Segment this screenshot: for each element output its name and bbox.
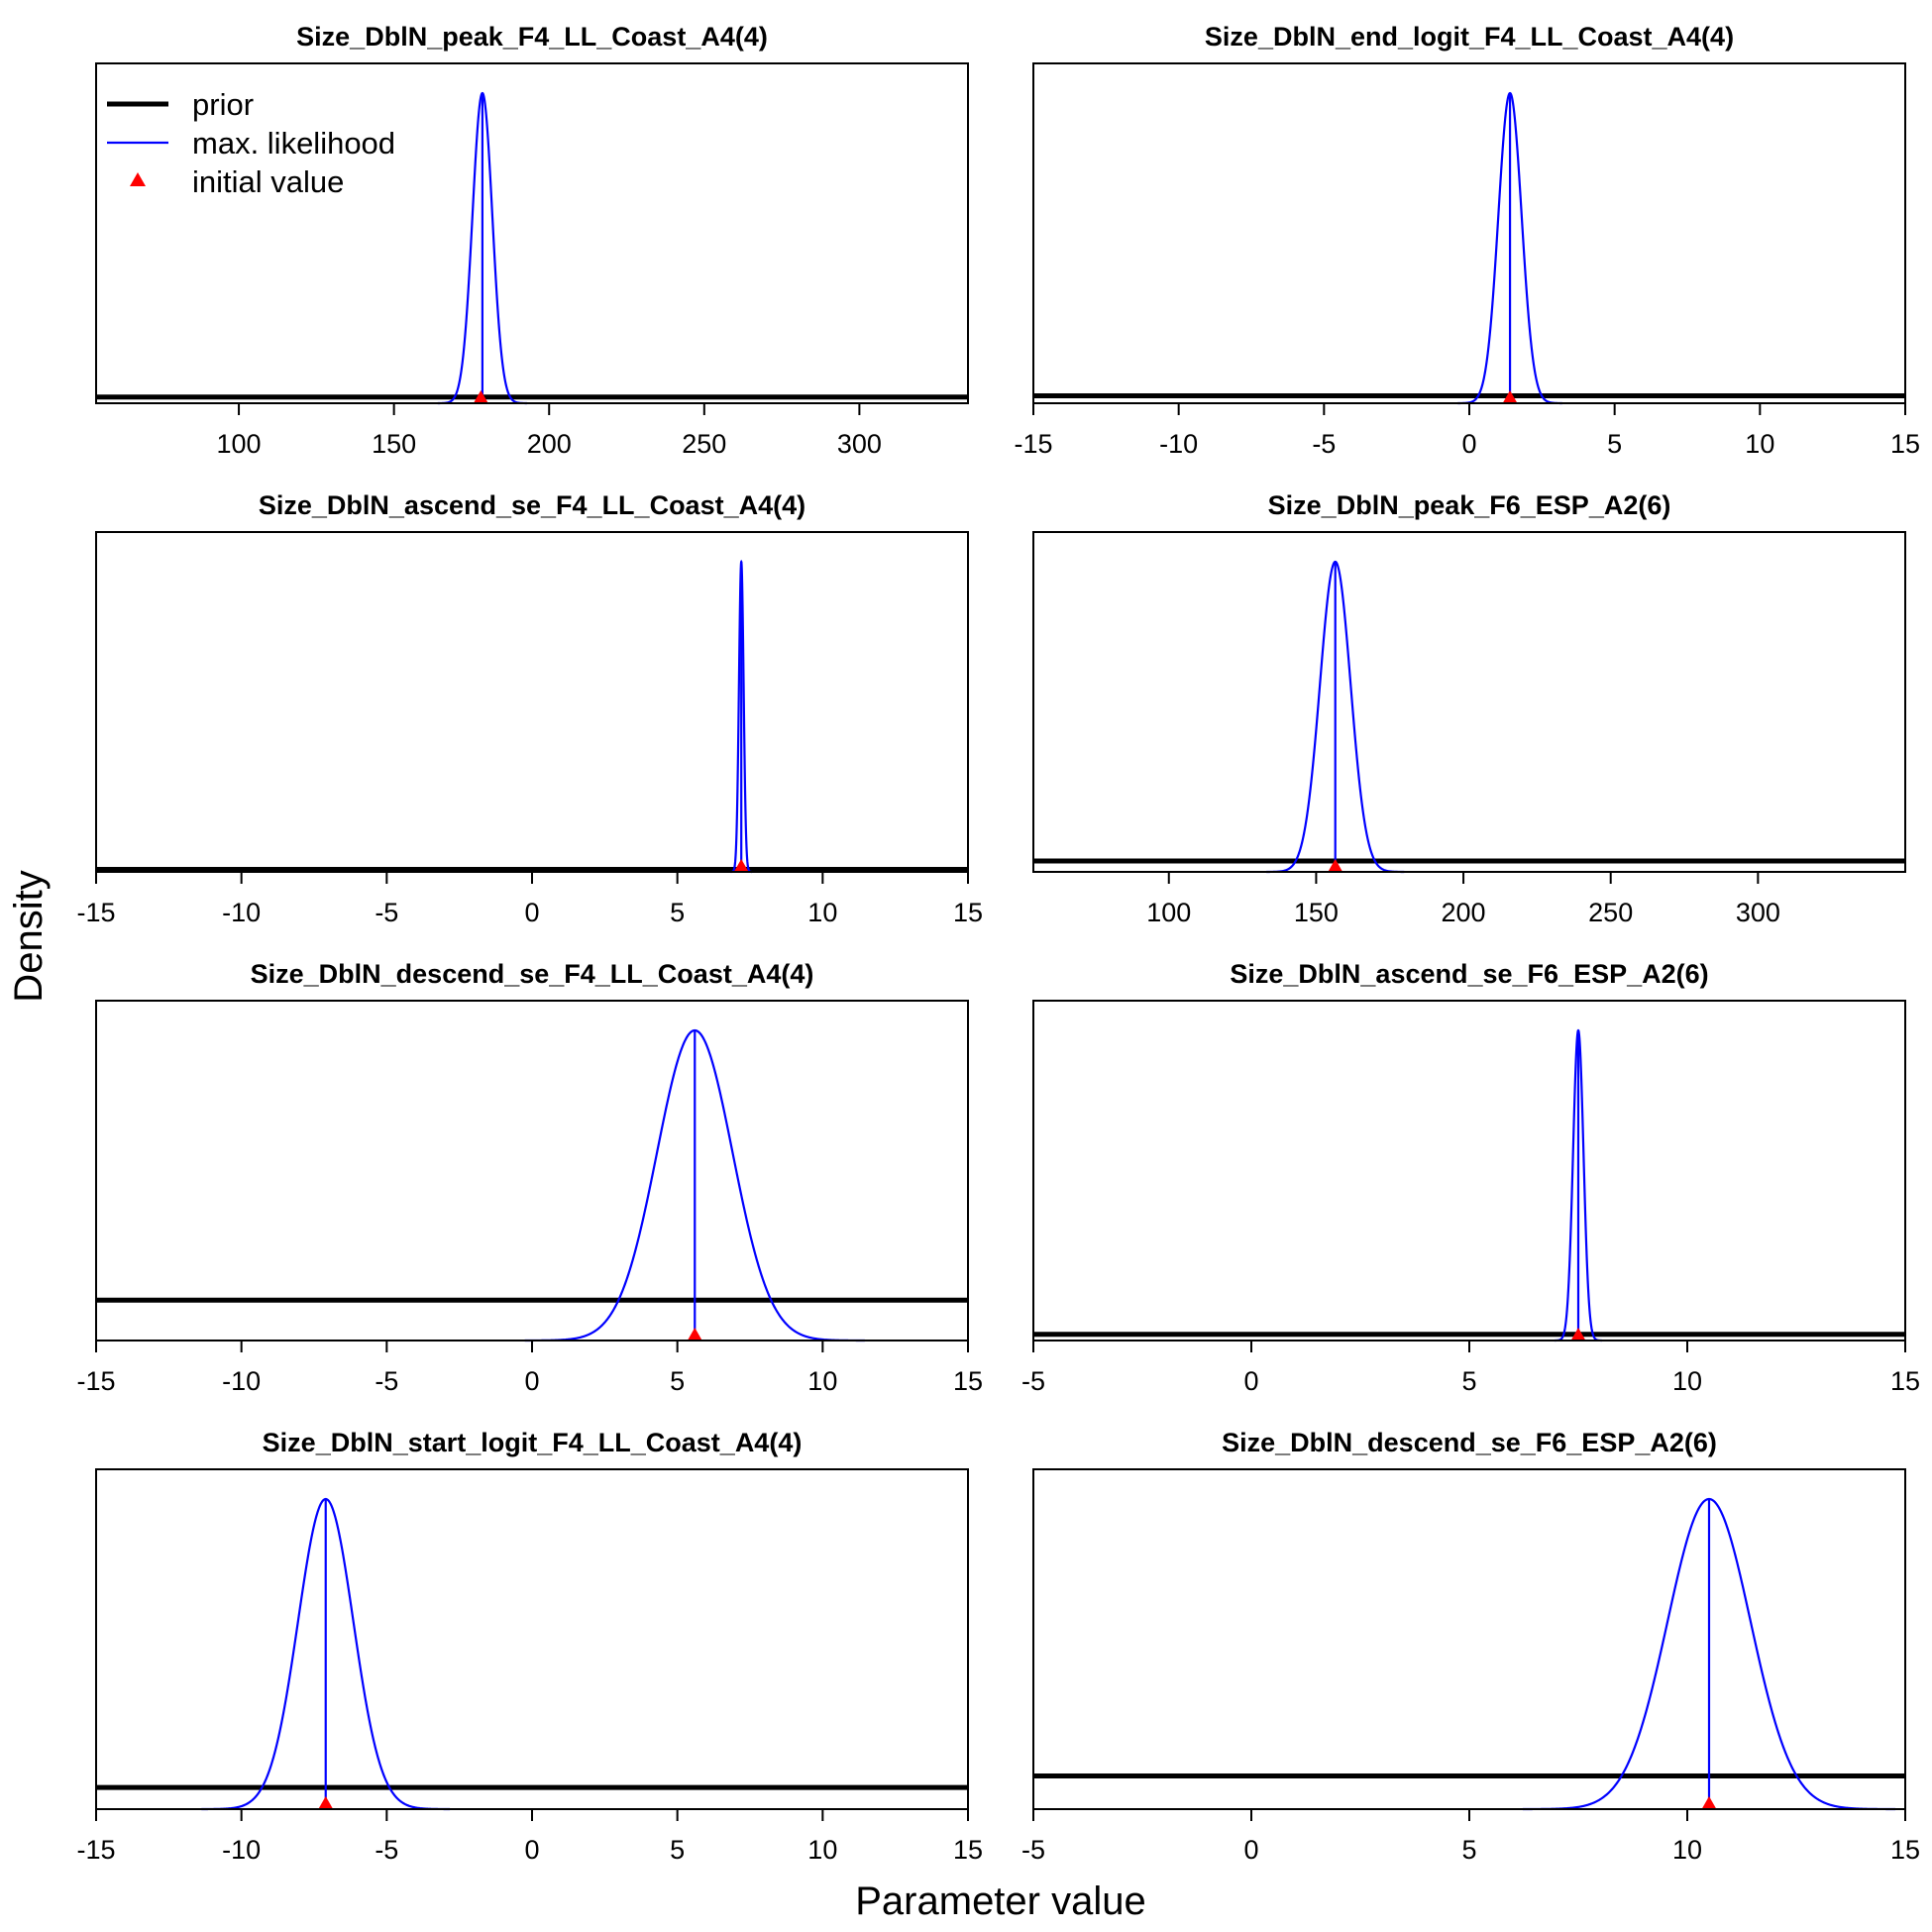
x-tick-label: 5 (1461, 1835, 1476, 1865)
x-tick-label: -5 (1312, 429, 1336, 459)
legend-swatch (130, 172, 146, 186)
x-tick-label: 15 (953, 1366, 983, 1396)
x-tick-label: 10 (1745, 429, 1774, 459)
x-tick-label: 10 (1672, 1835, 1702, 1865)
x-tick-label: -15 (76, 898, 115, 927)
x-tick-label: 0 (1461, 429, 1476, 459)
x-axis-title: Parameter value (855, 1879, 1145, 1923)
x-tick-label: -5 (375, 1366, 398, 1396)
x-tick-label: -15 (76, 1835, 115, 1865)
x-tick-label: 200 (1442, 898, 1486, 927)
x-tick-label: 0 (524, 898, 539, 927)
panel-title: Size_DblN_peak_F4_LL_Coast_A4(4) (296, 22, 768, 52)
x-tick-label: 250 (682, 429, 726, 459)
panel-title: Size_DblN_ascend_se_F4_LL_Coast_A4(4) (259, 490, 805, 520)
panel-title: Size_DblN_ascend_se_F6_ESP_A2(6) (1230, 959, 1708, 989)
panel-title: Size_DblN_peak_F6_ESP_A2(6) (1268, 490, 1671, 520)
x-tick-label: 10 (1672, 1366, 1702, 1396)
x-tick-label: 15 (1890, 429, 1920, 459)
panel-2: Size_DblN_end_logit_F4_LL_Coast_A4(4) -15… (1014, 22, 1920, 459)
initial-value-marker (687, 1328, 703, 1342)
x-tick-label: -10 (1159, 429, 1198, 459)
x-tick-label: 150 (372, 429, 416, 459)
panel-4: Size_DblN_peak_F6_ESP_A2(6) 100 150 200 250 3… (1032, 490, 1906, 927)
panel-title: Size_DblN_descend_se_F6_ESP_A2(6) (1222, 1428, 1717, 1457)
initial-value-marker (317, 1796, 334, 1810)
initial-value-marker (733, 859, 750, 873)
x-tick-label: 10 (807, 898, 837, 927)
x-tick-label: 15 (1890, 1366, 1920, 1396)
x-tick-label: 5 (670, 898, 685, 927)
x-tick-label: 0 (524, 1835, 539, 1865)
x-tick-label: -5 (1021, 1366, 1045, 1396)
x-tick-label: -15 (76, 1366, 115, 1396)
panel-8: Size_DblN_descend_se_F6_ESP_A2(6) -5 0 5 10 1… (1021, 1428, 1920, 1865)
plot-frame (1032, 1000, 1906, 1342)
panel-7: Size_DblN_start_logit_F4_LL_Coast_A4(4) -… (76, 1428, 983, 1865)
initial-value-marker (473, 390, 489, 404)
x-tick-label: 0 (524, 1366, 539, 1396)
x-tick-label: -5 (375, 1835, 398, 1865)
plot-frame (1032, 62, 1906, 404)
x-tick-label: 300 (1736, 898, 1780, 927)
x-tick-label: 300 (837, 429, 882, 459)
x-tick-label: 200 (527, 429, 572, 459)
plot-frame (95, 1468, 969, 1810)
y-axis-title: Density (7, 870, 51, 1002)
panel-title: Size_DblN_descend_se_F4_LL_Coast_A4(4) (251, 959, 814, 989)
x-tick-label: 100 (1146, 898, 1191, 927)
plot-frame (1032, 531, 1906, 873)
panel-5: Size_DblN_descend_se_F4_LL_Coast_A4(4) -1… (76, 959, 983, 1396)
initial-value-marker (1327, 859, 1343, 873)
x-tick-label: -10 (222, 1366, 261, 1396)
plot-frame (95, 531, 969, 873)
initial-value-marker (1701, 1796, 1717, 1810)
panels-group: Size_DblN_peak_F4_LL_Coast_A4(4)100 150 20… (76, 22, 1920, 1865)
legend-item-initial-value: initial value (130, 164, 344, 199)
x-tick-label: -10 (222, 1835, 261, 1865)
x-tick-label: 15 (1890, 1835, 1920, 1865)
x-tick-label: -10 (222, 898, 261, 927)
plot-frame (95, 1000, 969, 1342)
panel-title: Size_DblN_start_logit_F4_LL_Coast_A4(4) (263, 1428, 803, 1457)
legend-label: initial value (192, 164, 344, 199)
x-tick-label: 0 (1243, 1366, 1258, 1396)
initial-value-marker (1502, 390, 1519, 404)
x-tick-label: 5 (1607, 429, 1622, 459)
x-tick-label: 10 (807, 1366, 837, 1396)
x-tick-label: -5 (1021, 1835, 1045, 1865)
x-tick-label: 5 (1461, 1366, 1476, 1396)
legend-item-prior: prior (107, 87, 254, 122)
x-tick-label: 5 (670, 1366, 685, 1396)
panel-3: Size_DblN_ascend_se_F4_LL_Coast_A4(4) -15… (76, 490, 983, 927)
plot-frame (1032, 1468, 1906, 1810)
initial-value-marker (1570, 1328, 1586, 1342)
x-tick-label: 15 (953, 1835, 983, 1865)
x-tick-label: -15 (1014, 429, 1052, 459)
x-tick-label: 150 (1294, 898, 1339, 927)
panel-title: Size_DblN_end_logit_F4_LL_Coast_A4(4) (1205, 22, 1734, 52)
x-tick-label: 15 (953, 898, 983, 927)
legend-item-max-likelihood: max. likelihood (107, 126, 395, 161)
x-tick-label: -5 (375, 898, 398, 927)
legend-label: prior (192, 87, 254, 122)
panel-1: Size_DblN_peak_F4_LL_Coast_A4(4) 100 150 20… (95, 22, 969, 459)
x-tick-label: 10 (807, 1835, 837, 1865)
legend-label: max. likelihood (192, 126, 395, 161)
x-tick-label: 5 (670, 1835, 685, 1865)
x-tick-label: 0 (1243, 1835, 1258, 1865)
x-tick-label: 100 (217, 429, 262, 459)
x-tick-label: 250 (1588, 898, 1633, 927)
panel-6: Size_DblN_ascend_se_F6_ESP_A2(6) -5 0 5 10 15 (1021, 959, 1920, 1396)
